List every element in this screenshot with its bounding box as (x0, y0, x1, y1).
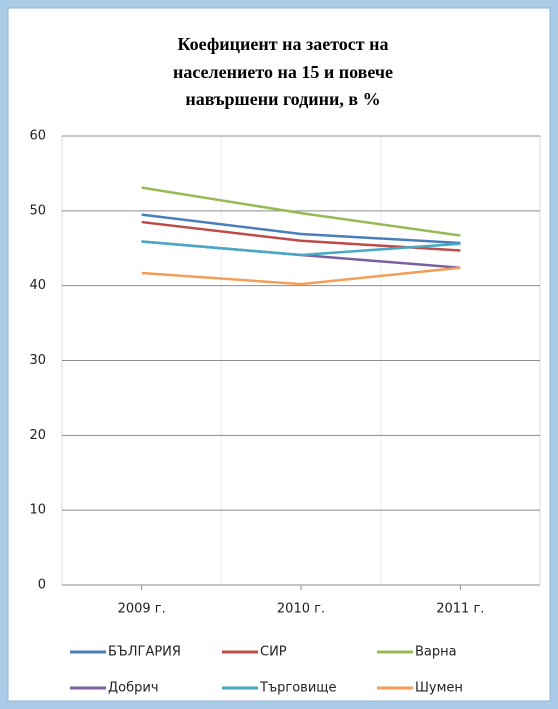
chart-title: навършени години, в % (185, 89, 380, 109)
legend-label: Варна (415, 645, 457, 660)
y-tick-label: 20 (29, 428, 46, 443)
y-tick-label: 0 (38, 578, 46, 593)
y-tick-label: 60 (29, 129, 46, 144)
chart-frame (7, 7, 551, 702)
y-tick-label: 10 (29, 503, 46, 518)
y-tick-label: 30 (29, 353, 46, 368)
x-tick-label: 2011 г. (436, 602, 484, 617)
y-tick-label: 40 (29, 278, 46, 293)
y-tick-label: 50 (29, 203, 46, 218)
series-line (141, 266, 461, 286)
series-line (141, 240, 461, 257)
x-tick-label: 2010 г. (277, 602, 325, 617)
series-line (141, 186, 461, 237)
legend-label: Търговище (259, 681, 337, 696)
x-tick-label: 2009 г. (118, 602, 166, 617)
legend-label: СИР (260, 645, 287, 660)
legend-label: БЪЛГАРИЯ (108, 645, 181, 660)
legend-label: Добрич (108, 681, 159, 696)
chart-title: населението на 15 и повече (173, 62, 393, 82)
series-line (141, 213, 461, 245)
chart-title: Коефициент на заетост на (177, 34, 388, 54)
legend-label: Шумен (415, 681, 463, 696)
